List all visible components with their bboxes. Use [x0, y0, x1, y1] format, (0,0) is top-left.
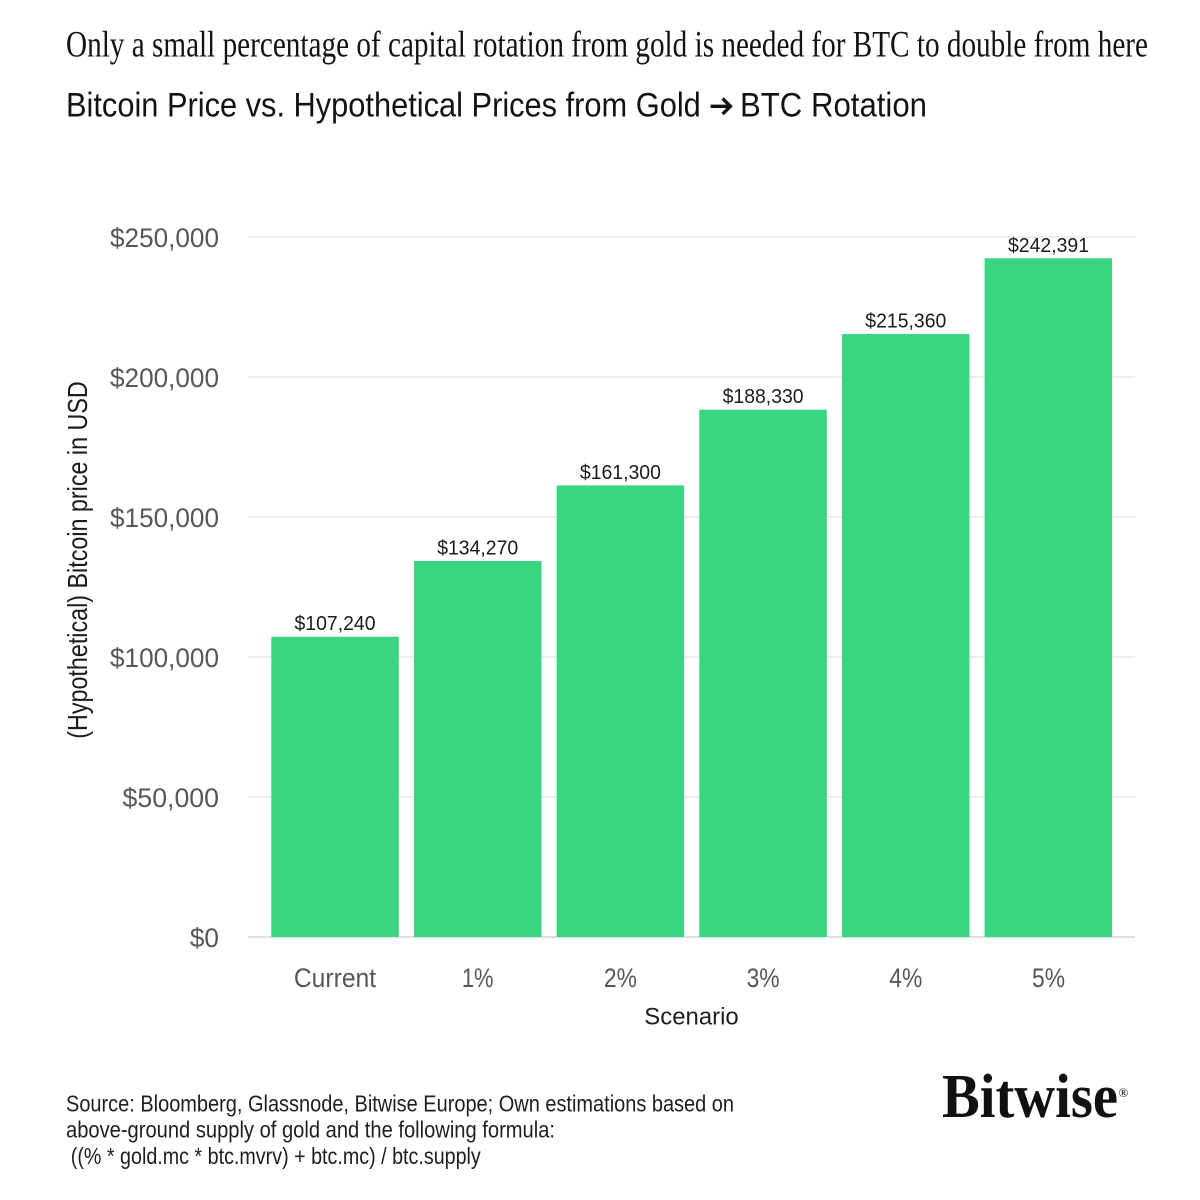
svg-text:BTC Rotation: BTC Rotation [740, 87, 927, 125]
svg-text:$200,000: $200,000 [110, 363, 219, 393]
svg-text:$161,300: $161,300 [580, 462, 661, 484]
svg-text:(Hypothetical) Bitcoin price i: (Hypothetical) Bitcoin price in USD [62, 381, 93, 739]
svg-text:((% * gold.mc * btc.mvrv) + bt: ((% * gold.mc * btc.mvrv) + btc.mc) / bt… [71, 1143, 481, 1169]
svg-text:$250,000: $250,000 [110, 223, 219, 253]
svg-text:$215,360: $215,360 [865, 311, 946, 333]
svg-text:Only a small percentage of cap: Only a small percentage of capital rotat… [66, 25, 1148, 66]
svg-text:Bitcoin Price vs. Hypothetical: Bitcoin Price vs. Hypothetical Prices fr… [66, 87, 701, 125]
svg-text:Current: Current [294, 963, 377, 993]
svg-text:2%: 2% [604, 963, 637, 993]
svg-text:Bitwise: Bitwise [942, 1063, 1118, 1131]
svg-text:$0: $0 [190, 923, 219, 953]
svg-text:$107,240: $107,240 [295, 613, 376, 635]
svg-text:1%: 1% [462, 963, 494, 993]
svg-text:$242,391: $242,391 [1008, 235, 1089, 257]
svg-text:®: ® [1119, 1085, 1129, 1100]
svg-text:$150,000: $150,000 [110, 503, 219, 533]
svg-text:5%: 5% [1032, 963, 1065, 993]
svg-text:above-ground supply of gold an: above-ground supply of gold and the foll… [66, 1116, 555, 1142]
svg-text:Source: Bloomberg, Glassnode,: Source: Bloomberg, Glassnode, Bitwise Eu… [66, 1091, 734, 1117]
svg-text:$134,270: $134,270 [437, 538, 518, 560]
svg-text:Scenario: Scenario [644, 1003, 739, 1030]
svg-text:4%: 4% [889, 963, 922, 993]
svg-text:$50,000: $50,000 [123, 783, 220, 813]
svg-text:$100,000: $100,000 [110, 643, 219, 673]
svg-text:3%: 3% [747, 963, 780, 993]
svg-text:$188,330: $188,330 [723, 386, 804, 408]
